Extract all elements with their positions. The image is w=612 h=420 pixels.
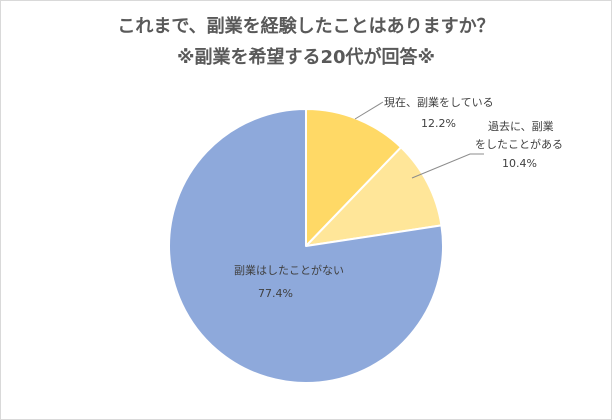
pie-slice-past bbox=[305, 146, 443, 247]
data-labels: 現在、副業をしている 12.2% 過去に、副業 をしたことがある 10.4% 副… bbox=[234, 96, 563, 300]
slice-value-current: 12.2% bbox=[421, 117, 456, 130]
slice-label-past-line-2: をしたことがある bbox=[475, 137, 563, 151]
chart-title: これまで、副業を経験したことはありますか？ bbox=[117, 16, 495, 37]
slice-label-current: 現在、副業をしている bbox=[384, 96, 494, 109]
leader-line-past bbox=[411, 153, 484, 179]
slice-label-past-line-1: 過去に、副業 bbox=[488, 120, 554, 133]
slice-value-never: 77.4% bbox=[258, 287, 293, 300]
leader-line-current bbox=[354, 101, 384, 120]
slice-label-past: 過去に、副業 をしたことがある bbox=[475, 120, 563, 151]
slice-label-current-line-1: 現在、副業をしている bbox=[384, 96, 494, 109]
chart-subtitle: ※副業を希望する20代が回答※ bbox=[176, 47, 436, 68]
slice-value-past: 10.4% bbox=[502, 157, 537, 170]
pie-slice-never bbox=[168, 108, 444, 384]
pie-slices bbox=[168, 108, 444, 384]
slice-label-never: 副業はしたことがない bbox=[234, 263, 344, 277]
leader-lines bbox=[354, 101, 484, 179]
pie-slice-current bbox=[305, 108, 403, 247]
